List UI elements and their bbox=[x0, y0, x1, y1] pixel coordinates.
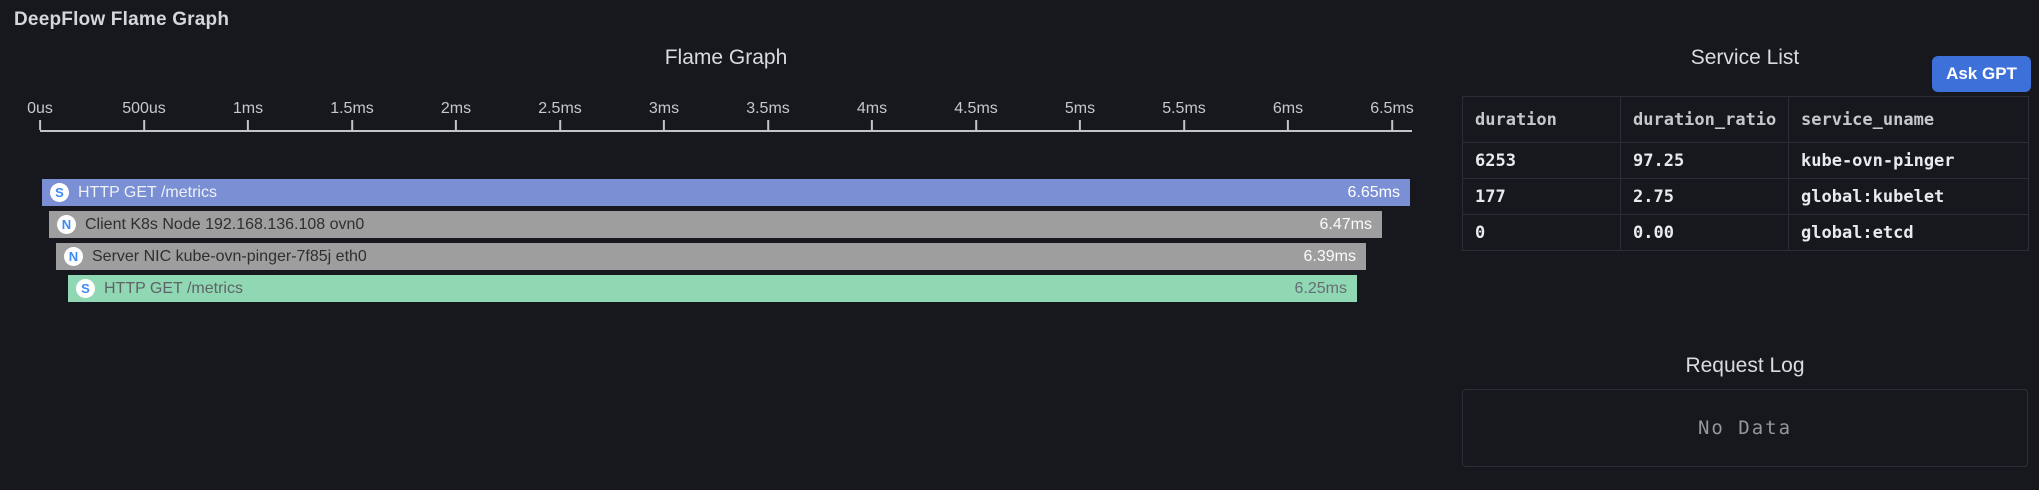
flame-bar-label: HTTP GET /metrics bbox=[78, 184, 217, 202]
table-header-cell-duration: duration bbox=[1463, 97, 1621, 143]
axis-tick-mark bbox=[871, 120, 873, 130]
axis-tick: 5ms bbox=[1065, 100, 1095, 130]
span-type-badge-icon: S bbox=[76, 279, 95, 298]
axis-tick: 6ms bbox=[1273, 100, 1303, 130]
table-cell: global:etcd bbox=[1789, 215, 2029, 251]
axis-tick: 500us bbox=[122, 100, 166, 130]
axis-tick: 2ms bbox=[441, 100, 471, 130]
axis-tick-mark bbox=[1183, 120, 1185, 130]
axis-tick-mark bbox=[975, 120, 977, 130]
flame-bar[interactable]: S HTTP GET /metrics 6.25ms bbox=[68, 275, 1357, 302]
request-log-title: Request Log bbox=[1462, 354, 2028, 378]
flame-bar-label: HTTP GET /metrics bbox=[104, 280, 243, 298]
axis-tick: 4.5ms bbox=[954, 100, 998, 130]
table-cell: kube-ovn-pinger bbox=[1789, 143, 2029, 179]
axis-tick-mark bbox=[143, 120, 145, 130]
axis-tick-mark bbox=[1391, 120, 1393, 130]
span-type-badge-icon: S bbox=[50, 183, 69, 202]
axis-tick-label: 6.5ms bbox=[1370, 100, 1414, 118]
axis-tick-mark bbox=[455, 120, 457, 130]
axis-tick-mark bbox=[39, 120, 41, 130]
axis-tick: 4ms bbox=[857, 100, 887, 130]
axis-tick: 5.5ms bbox=[1162, 100, 1206, 130]
axis-tick-label: 3ms bbox=[649, 100, 679, 118]
axis-tick: 1ms bbox=[233, 100, 263, 130]
table-row[interactable]: 625397.25kube-ovn-pinger bbox=[1463, 143, 2029, 179]
axis-tick-label: 500us bbox=[122, 100, 166, 118]
table-row[interactable]: 00.00global:etcd bbox=[1463, 215, 2029, 251]
axis-tick-mark bbox=[1079, 120, 1081, 130]
table-cell: 0.00 bbox=[1621, 215, 1789, 251]
no-data-text: No Data bbox=[1698, 417, 1792, 439]
flame-bar[interactable]: N Server NIC kube-ovn-pinger-7f85j eth0 6.… bbox=[56, 243, 1366, 270]
dashboard: DeepFlow Flame Graph Flame Graph 0us 500u… bbox=[0, 0, 2039, 490]
table-cell: 0 bbox=[1463, 215, 1621, 251]
request-log-empty-box: No Data bbox=[1462, 389, 2028, 467]
axis-tick: 6.5ms bbox=[1370, 100, 1414, 130]
axis-tick: 0us bbox=[27, 100, 53, 130]
axis-tick-label: 2.5ms bbox=[538, 100, 582, 118]
axis-tick-label: 2ms bbox=[441, 100, 471, 118]
axis-tick-label: 5ms bbox=[1065, 100, 1095, 118]
table-cell: 97.25 bbox=[1621, 143, 1789, 179]
service-table: durationduration_ratioservice_uname 6253… bbox=[1462, 96, 2029, 251]
table-cell: global:kubelet bbox=[1789, 179, 2029, 215]
axis-tick-label: 4.5ms bbox=[954, 100, 998, 118]
flame-bar-label: Server NIC kube-ovn-pinger-7f85j eth0 bbox=[92, 248, 367, 266]
table-cell: 177 bbox=[1463, 179, 1621, 215]
flame-bar-duration: 6.47ms bbox=[1320, 216, 1382, 234]
axis-tick: 3ms bbox=[649, 100, 679, 130]
axis-tick-label: 5.5ms bbox=[1162, 100, 1206, 118]
axis-tick-label: 6ms bbox=[1273, 100, 1303, 118]
table-header-cell-service_uname: service_uname bbox=[1789, 97, 2029, 143]
flame-bar[interactable]: S HTTP GET /metrics 6.65ms bbox=[42, 179, 1410, 206]
axis-tick-mark bbox=[351, 120, 353, 130]
page-title: DeepFlow Flame Graph bbox=[14, 9, 229, 31]
flame-bar-duration: 6.65ms bbox=[1348, 184, 1410, 202]
axis-tick-mark bbox=[663, 120, 665, 130]
table-header-cell-duration_ratio: duration_ratio bbox=[1621, 97, 1789, 143]
axis-tick-mark bbox=[767, 120, 769, 130]
axis-tick-label: 4ms bbox=[857, 100, 887, 118]
axis-tick-label: 1.5ms bbox=[330, 100, 374, 118]
table-cell: 6253 bbox=[1463, 143, 1621, 179]
axis-tick-label: 0us bbox=[27, 100, 53, 118]
flame-bar[interactable]: N Client K8s Node 192.168.136.108 ovn0 6.4… bbox=[49, 211, 1382, 238]
axis-tick: 2.5ms bbox=[538, 100, 582, 130]
axis-tick: 1.5ms bbox=[330, 100, 374, 130]
time-axis: 0us500us1ms1.5ms2ms2.5ms3ms3.5ms4ms4.5ms… bbox=[40, 99, 1412, 132]
ask-gpt-button[interactable]: Ask GPT bbox=[1932, 56, 2031, 92]
flame-bar-label: Client K8s Node 192.168.136.108 ovn0 bbox=[85, 216, 364, 234]
table-header-row: durationduration_ratioservice_uname bbox=[1463, 97, 2029, 143]
axis-tick-label: 3.5ms bbox=[746, 100, 790, 118]
axis-tick-label: 1ms bbox=[233, 100, 263, 118]
table-row[interactable]: 1772.75global:kubelet bbox=[1463, 179, 2029, 215]
flame-graph-title: Flame Graph bbox=[40, 46, 1412, 70]
axis-tick-mark bbox=[247, 120, 249, 130]
axis-baseline bbox=[40, 130, 1412, 132]
flame-bar-duration: 6.25ms bbox=[1295, 280, 1357, 298]
span-type-badge-icon: N bbox=[64, 247, 83, 266]
axis-tick-mark bbox=[1287, 120, 1289, 130]
axis-tick: 3.5ms bbox=[746, 100, 790, 130]
span-type-badge-icon: N bbox=[57, 215, 76, 234]
axis-tick-mark bbox=[559, 120, 561, 130]
table-cell: 2.75 bbox=[1621, 179, 1789, 215]
flame-bar-duration: 6.39ms bbox=[1304, 248, 1366, 266]
